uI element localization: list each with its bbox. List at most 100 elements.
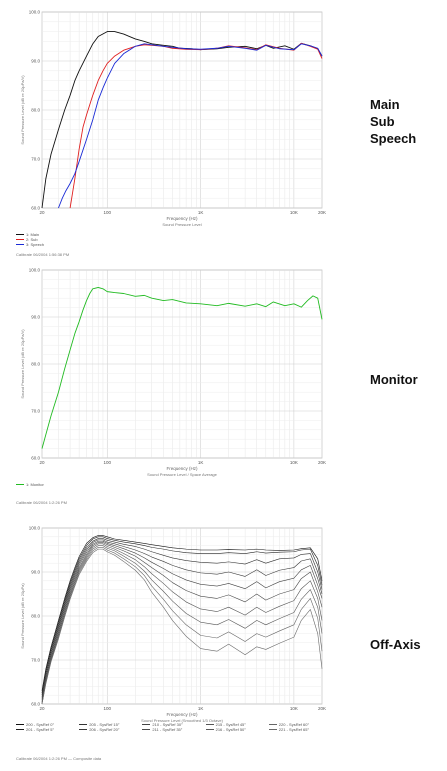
series-line-6 bbox=[41, 543, 323, 704]
legend-entry: 2: Sub bbox=[16, 237, 332, 242]
legend-entry: 221 - SysRef 65° bbox=[268, 727, 332, 732]
label-off-axis: Off-Axis bbox=[370, 637, 421, 652]
legend-label: 3: Speech bbox=[26, 242, 45, 247]
x-tick-label: 20K bbox=[318, 706, 326, 711]
y-tick-label: 100.0 bbox=[29, 268, 41, 273]
y-tick-label: 80.0 bbox=[31, 108, 40, 113]
chart-panel-off-axis: 60.0 70.0 80.0 90.0 100.0 20 100 1K 10K 20K Freque… bbox=[16, 524, 332, 764]
legend-swatch bbox=[142, 723, 151, 726]
legend-entry: 1: Monitor bbox=[16, 482, 332, 487]
x-axis-label: Frequency (Hz) bbox=[166, 712, 198, 717]
y-tick-label: 80.0 bbox=[31, 362, 40, 367]
series-line-7 bbox=[41, 545, 323, 705]
y-tick-label: 100.0 bbox=[29, 526, 41, 531]
legend-swatch bbox=[268, 723, 277, 726]
x-tick-label: 10K bbox=[290, 460, 298, 465]
footer-text: Calibrate 06/2004 1:56:38 PM bbox=[16, 252, 70, 257]
series-line-0 bbox=[41, 286, 323, 449]
legend-label: 220 - SysRef 60° bbox=[278, 722, 310, 727]
legend-swatch bbox=[79, 723, 88, 726]
chart-main-sub-speech: 60.0 70.0 80.0 90.0 100.0 20 100 1K 10K 20K Freque… bbox=[20, 10, 326, 228]
y-tick-label: 70.0 bbox=[31, 658, 40, 663]
x-tick-label: 1K bbox=[198, 460, 204, 465]
series-line-5 bbox=[41, 542, 323, 702]
series-line-2 bbox=[41, 538, 323, 696]
legend-swatch bbox=[16, 723, 24, 726]
chart-subtitle: Sound Pressure Level / Space Average bbox=[147, 472, 218, 477]
x-tick-label: 20 bbox=[39, 210, 45, 215]
legend-entry: 220 - SysRef 60° bbox=[268, 722, 332, 727]
legend-entry: 216 - SysRef 50° bbox=[205, 727, 269, 732]
x-tick-label: 10K bbox=[290, 706, 298, 711]
legend-swatch bbox=[16, 243, 24, 246]
legend-label: 2: Sub bbox=[26, 237, 38, 242]
legend-label: 211 - SysRef 35° bbox=[152, 727, 183, 732]
legend-entry: 3: Speech bbox=[16, 242, 332, 247]
legend-label: 1: Monitor bbox=[26, 482, 44, 487]
y-axis-label: Sound Pressure Level (dB re 20µPa) bbox=[20, 583, 25, 649]
chart-subtitle: Sound Pressure Level bbox=[162, 222, 201, 227]
y-axis-label: Sound Pressure Level (dB re 20µPa/V) bbox=[20, 329, 25, 399]
legend-label: 216 - SysRef 50° bbox=[215, 727, 246, 732]
y-tick-label: 90.0 bbox=[31, 315, 40, 320]
series-line-0 bbox=[41, 535, 323, 691]
footer-text: Calibrate 06/2004 1:2:26 PM bbox=[16, 500, 67, 505]
legend-swatch bbox=[16, 728, 24, 731]
label-sub: Sub bbox=[370, 114, 395, 129]
legend-monitor: 1: Monitor bbox=[16, 482, 332, 487]
legend-entry: 210 - SysRef 30° bbox=[142, 722, 205, 727]
footer-text: Calibrate 06/2004 1:2:26 PM — Composite … bbox=[16, 756, 102, 761]
legend-swatch bbox=[205, 728, 214, 731]
legend-entry: 215 - SysRef 45° bbox=[205, 722, 269, 727]
legend-entry: 1: Main bbox=[16, 232, 332, 237]
y-tick-label: 60.0 bbox=[31, 206, 40, 211]
x-axis-label: Frequency (Hz) bbox=[166, 216, 198, 221]
label-speech: Speech bbox=[370, 131, 417, 146]
chart-subtitle: Sound Pressure Level (Smoothed 1/3 Octav… bbox=[141, 718, 223, 723]
legend-swatch bbox=[16, 233, 24, 236]
x-tick-label: 100 bbox=[103, 706, 111, 711]
y-tick-label: 70.0 bbox=[31, 409, 40, 414]
legend-label: 221 - SysRef 65° bbox=[278, 727, 310, 732]
chart-panel-monitor: 60.0 70.0 80.0 90.0 100.0 20 100 1K 10K 20K Freque… bbox=[16, 264, 332, 506]
series-line-9 bbox=[41, 548, 323, 705]
legend-main-sub-speech: 1: Main 2: Sub 3: Speech bbox=[16, 232, 332, 247]
legend-entry: 206 - SysRef 20° bbox=[79, 727, 142, 732]
label-main: Main bbox=[370, 97, 400, 112]
legend-label: 215 - SysRef 45° bbox=[215, 722, 246, 727]
x-tick-label: 1K bbox=[198, 210, 204, 215]
legend-off-axis: 200 - SysRef 0° 205 - SysRef 15° 210 - Sys… bbox=[16, 722, 332, 732]
y-tick-label: 100.0 bbox=[29, 10, 41, 15]
legend-swatch bbox=[16, 238, 24, 241]
legend-swatch bbox=[268, 728, 277, 731]
chart-monitor: 60.0 70.0 80.0 90.0 100.0 20 100 1K 10K 20K Freque… bbox=[20, 268, 326, 478]
series-line-1 bbox=[41, 536, 323, 694]
x-tick-label: 100 bbox=[103, 460, 111, 465]
y-tick-label: 60.0 bbox=[31, 702, 40, 707]
legend-swatch bbox=[142, 728, 151, 731]
chart-panel-main-sub-speech: 60.0 70.0 80.0 90.0 100.0 20 100 1K 10K 20K Freque… bbox=[16, 6, 332, 257]
x-tick-label: 20 bbox=[39, 706, 45, 711]
x-tick-label: 20K bbox=[318, 460, 326, 465]
y-tick-label: 60.0 bbox=[31, 456, 40, 461]
y-axis-label: Sound Pressure Level (dB re 20µPa/V) bbox=[20, 75, 25, 145]
series-line-0 bbox=[41, 31, 323, 209]
legend-entry: 200 - SysRef 0° bbox=[16, 722, 79, 727]
x-tick-label: 100 bbox=[103, 210, 111, 215]
label-monitor: Monitor bbox=[370, 372, 418, 387]
legend-swatch bbox=[205, 723, 214, 726]
y-tick-label: 90.0 bbox=[31, 59, 40, 64]
legend-swatch bbox=[16, 483, 24, 486]
y-tick-label: 80.0 bbox=[31, 614, 40, 619]
y-tick-label: 70.0 bbox=[31, 157, 40, 162]
x-tick-label: 10K bbox=[290, 210, 298, 215]
x-tick-label: 20K bbox=[318, 210, 326, 215]
series-line-4 bbox=[41, 540, 323, 700]
legend-label: 206 - SysRef 20° bbox=[89, 727, 120, 732]
legend-label: 1: Main bbox=[26, 232, 40, 237]
legend-entry: 211 - SysRef 35° bbox=[142, 727, 205, 732]
chart-off-axis: 60.0 70.0 80.0 90.0 100.0 20 100 1K 10K 20K Freque… bbox=[20, 526, 326, 724]
x-tick-label: 20 bbox=[39, 460, 45, 465]
series-line-3 bbox=[41, 539, 323, 698]
legend-entry: 205 - SysRef 15° bbox=[79, 722, 142, 727]
